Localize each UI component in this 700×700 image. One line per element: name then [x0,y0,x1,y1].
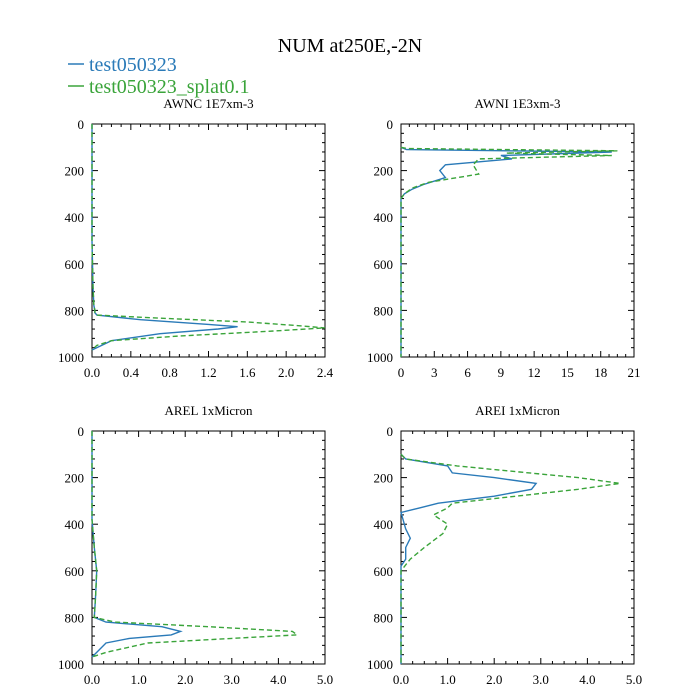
ytick-label: 1000 [58,657,84,672]
xtick-label: 1.2 [200,365,216,380]
xtick-label: 0 [398,365,405,380]
ytick-label: 1000 [367,350,393,365]
ytick-label: 1000 [58,350,84,365]
ytick-label: 400 [374,517,394,532]
ytick-label: 0 [387,424,394,439]
xtick-label: 1.6 [239,365,256,380]
xtick-label: 0.0 [393,672,409,687]
xtick-label: 2.4 [317,365,334,380]
xtick-label: 3 [431,365,438,380]
series-line-0 [91,431,183,658]
ytick-label: 0 [387,117,394,132]
ytick-label: 800 [374,303,394,318]
xtick-label: 12 [528,365,541,380]
panel-title-3: AREI 1xMicron [475,403,560,418]
ytick-label: 0 [78,117,85,132]
ytick-label: 600 [65,257,85,272]
xtick-label: 18 [594,365,607,380]
panel-title-0: AWNC 1E7xm-3 [163,96,253,111]
ytick-label: 400 [374,210,394,225]
xtick-label: 0.0 [84,365,100,380]
xtick-label: 0.0 [84,672,100,687]
panel-frame-3 [400,430,635,665]
panel-frame-1 [400,123,635,358]
xtick-label: 5.0 [626,672,642,687]
series-line-0 [400,453,538,664]
panel-1: AWNI 1E3xm-3 0 200 400 600 800 1000 0 3 6 9 12 15 18 2… [367,96,641,380]
ytick-label: 800 [65,303,85,318]
ytick-label: 400 [65,210,85,225]
xtick-label: 4.0 [270,672,286,687]
legend-label-1: test050323_splat0.1 [89,76,250,98]
ytick-label: 1000 [367,657,393,672]
figure-title: NUM at250E,-2N [278,35,422,57]
xtick-label: 4.0 [579,672,595,687]
ytick-label: 800 [65,610,85,625]
xtick-label: 1.0 [439,672,455,687]
panel-title-2: AREL 1xMicron [165,403,253,418]
ytick-label: 200 [374,164,394,179]
ytick-label: 800 [374,610,394,625]
panel-frame-0 [91,123,326,358]
xtick-label: 2.0 [486,672,502,687]
xtick-label: 3.0 [533,672,549,687]
panel-title-1: AWNI 1E3xm-3 [475,96,561,111]
xtick-label: 0.8 [162,365,178,380]
legend-label-0: test050323 [89,54,177,76]
ytick-label: 200 [65,471,85,486]
ytick-label: 600 [65,564,85,579]
series-line-0 [400,146,612,357]
panel-frame-2 [91,430,326,665]
ytick-label: 0 [78,424,85,439]
ytick-label: 200 [65,164,85,179]
xtick-label: 2.0 [278,365,294,380]
series-line-1 [400,453,621,664]
ytick-label: 600 [374,257,394,272]
xtick-label: 5.0 [317,672,333,687]
ytick-label: 400 [65,517,85,532]
xtick-label: 15 [561,365,574,380]
xtick-label: 3.0 [224,672,240,687]
series-line-1 [91,124,326,351]
ytick-label: 600 [374,564,394,579]
xtick-label: 2.0 [177,672,193,687]
xtick-label: 21 [628,365,641,380]
ytick-label: 200 [374,471,394,486]
series-line-1 [91,431,299,658]
legend: test050323 test050323_splat0.1 [68,54,250,98]
xtick-label: 9 [498,365,505,380]
xtick-label: 0.4 [123,365,140,380]
xtick-label: 1.0 [130,672,146,687]
xtick-label: 6 [464,365,471,380]
series-line-1 [400,146,618,357]
